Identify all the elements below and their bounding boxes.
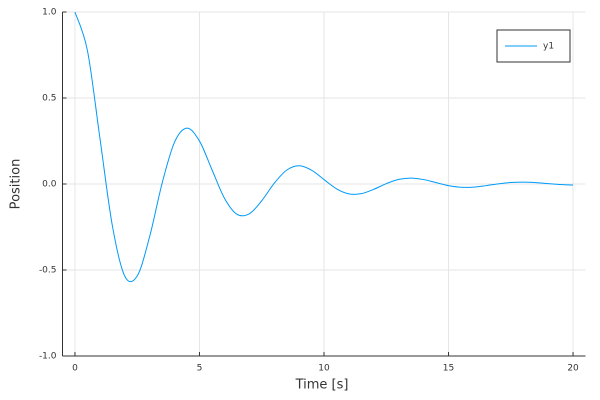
y-tick-label: -0.5 [39, 266, 57, 276]
y-tick-label: 0.5 [42, 94, 56, 104]
legend-label: y1 [543, 42, 554, 52]
y-tick-label: 0.0 [42, 180, 57, 190]
y-tick-label: 1.0 [42, 8, 57, 18]
x-tick-label: 20 [567, 364, 579, 374]
line [74, 11, 574, 283]
y-tick-label: -1.0 [39, 352, 57, 362]
x-tick-label: 0 [72, 364, 78, 374]
x-tick-label: 5 [197, 364, 203, 374]
y-axis-label: Position [9, 159, 24, 210]
x-tick-label: 10 [318, 364, 330, 374]
x-tick-label: 15 [443, 364, 454, 374]
x-axis-label: Time [s] [295, 378, 349, 393]
